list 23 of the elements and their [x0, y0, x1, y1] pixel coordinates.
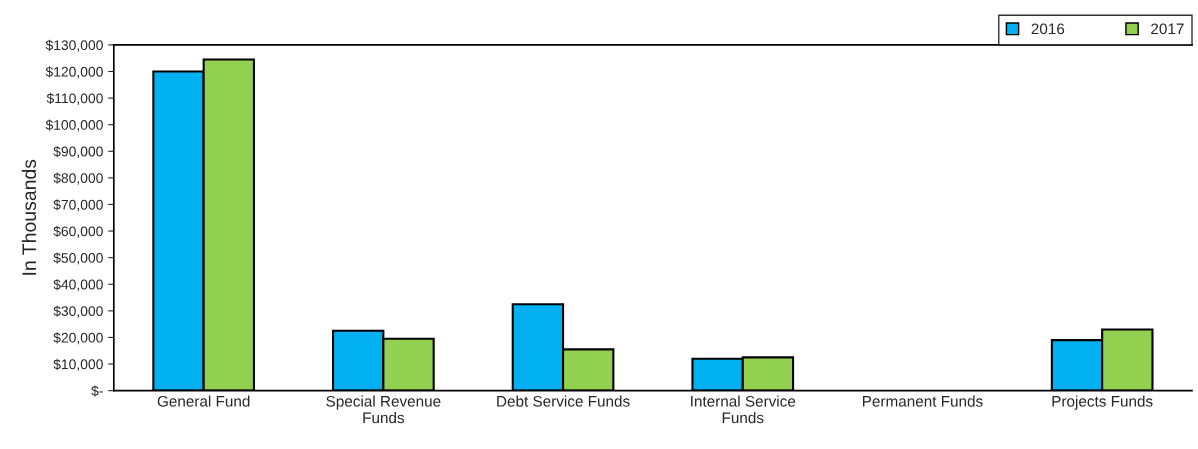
- x-tick-label: General Fund: [157, 395, 250, 407]
- y-tick-label: $110,000: [46, 92, 103, 105]
- y-tick-label: $60,000: [53, 225, 103, 238]
- y-tick-label: $40,000: [53, 279, 103, 292]
- x-tick-label: Projects Funds: [1052, 395, 1153, 410]
- y-tick-label: $100,000: [45, 119, 103, 132]
- x-tick-label: Permanent Funds: [863, 395, 983, 407]
- y-tick-label: $130,000: [45, 39, 103, 52]
- y-tick-label: $20,000: [53, 332, 103, 345]
- x-tick-label: Internal Service Funds: [691, 395, 796, 424]
- legend-label: 2017: [1151, 23, 1184, 35]
- y-tick-label: $-: [91, 385, 103, 397]
- y-tick-label: $30,000: [53, 305, 103, 318]
- x-tick-label: Special Revenue Funds: [326, 395, 441, 424]
- x-tick-label: Debt Service Funds: [497, 395, 630, 407]
- y-tick-label: $70,000: [53, 199, 103, 212]
- y-tick-label: $80,000: [53, 172, 103, 185]
- y-tick-label: $10,000: [53, 358, 103, 371]
- y-tick-label: $120,000: [45, 66, 103, 79]
- legend-label: 2016: [1031, 23, 1065, 35]
- y-tick-label: $90,000: [53, 146, 103, 159]
- y-axis-title: In Thousands: [21, 159, 37, 275]
- y-tick-label: $50,000: [53, 252, 103, 265]
